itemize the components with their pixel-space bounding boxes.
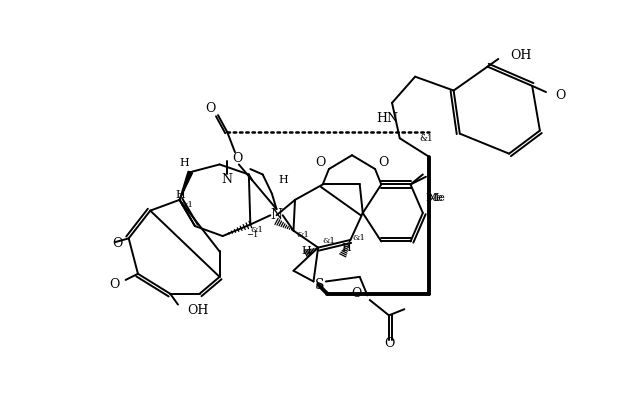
Text: &1: &1 <box>352 234 365 243</box>
Text: O: O <box>205 102 215 115</box>
Text: H: H <box>179 158 189 168</box>
Text: N: N <box>271 208 283 222</box>
Text: &1: &1 <box>297 231 309 239</box>
Text: &1: &1 <box>420 134 434 143</box>
Text: O: O <box>555 88 566 102</box>
Text: O: O <box>109 278 119 291</box>
Text: H: H <box>175 190 185 200</box>
Text: S: S <box>315 278 324 292</box>
Text: O: O <box>378 156 389 169</box>
Text: N: N <box>222 173 233 186</box>
Text: &1: &1 <box>250 226 264 234</box>
Text: H: H <box>278 175 288 185</box>
Text: O: O <box>232 152 243 165</box>
Text: Me: Me <box>426 193 444 203</box>
Text: H: H <box>342 243 352 252</box>
Polygon shape <box>180 171 192 200</box>
Text: &1: &1 <box>323 237 336 245</box>
Text: −1: −1 <box>246 231 258 239</box>
Text: OH: OH <box>187 304 208 317</box>
Text: HN: HN <box>377 112 398 125</box>
Text: O: O <box>316 156 326 169</box>
Text: Me: Me <box>427 192 445 203</box>
Text: &1: &1 <box>181 201 194 209</box>
Text: H: H <box>301 246 311 256</box>
Text: O: O <box>113 237 123 250</box>
Text: OH: OH <box>511 49 532 62</box>
Text: O: O <box>384 337 394 350</box>
Text: O: O <box>352 287 362 300</box>
